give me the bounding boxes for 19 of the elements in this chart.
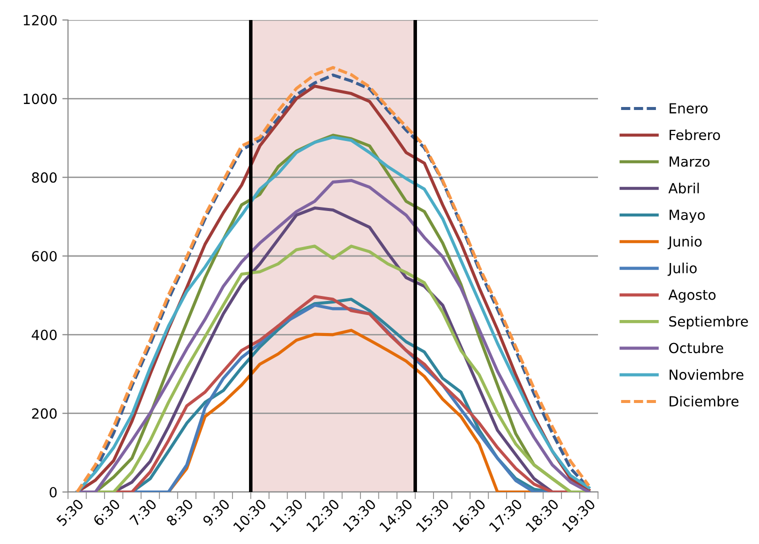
y-tick-label: 1200 [24,14,57,26]
legend-label: Octubre [669,342,724,354]
y-tick-label: 600 [32,250,57,262]
y-tick-label: 200 [32,408,57,419]
legend-label: Enero [670,103,708,114]
legend-label: Marzo [670,156,710,167]
y-tick-label: 800 [32,172,57,183]
y-tick-label: 400 [32,330,57,340]
legend-label: Septiembre [669,316,748,330]
legend-label: Abril [668,182,699,194]
legend-label: Diciembre [670,396,738,407]
legend-label: Junio [668,236,702,250]
legend-label: Mayo [670,210,705,223]
legend-label: Julio [668,262,697,276]
legend-label: Agosto [668,290,716,303]
legend-label: Noviembre [670,369,744,380]
y-tick-label: 1000 [24,94,57,104]
y-tick-label: 0 [50,486,57,498]
legend-label: Febrero [670,129,720,140]
